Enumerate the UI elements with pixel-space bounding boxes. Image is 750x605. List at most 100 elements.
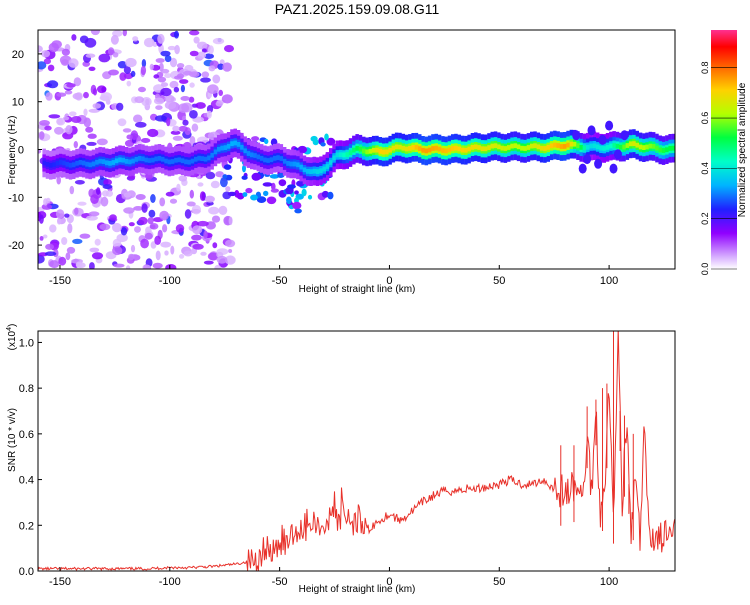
- noise-blob: [39, 214, 44, 224]
- noise-blob: [45, 92, 53, 101]
- ridge-cell: [203, 156, 208, 162]
- noise-blob: [159, 210, 169, 221]
- noise-blob: [47, 80, 59, 89]
- ridge-cell: [500, 145, 504, 151]
- transition-blob: [227, 191, 237, 197]
- ridge-cell: [424, 148, 429, 154]
- transition-blob: [324, 133, 329, 141]
- ridge-cell: [246, 151, 251, 156]
- noise-blob: [183, 250, 193, 257]
- ridge-cell: [638, 144, 643, 150]
- ridge-cell: [582, 145, 587, 151]
- noise-blob: [182, 119, 189, 126]
- noise-blob: [152, 262, 163, 269]
- noise-blob: [44, 125, 52, 131]
- ridge-cell: [381, 149, 386, 155]
- ridge-cell: [154, 156, 158, 162]
- transition-blob: [241, 175, 248, 180]
- noise-blob: [210, 180, 220, 189]
- ridge-cell: [665, 147, 669, 153]
- noise-blob: [162, 224, 168, 233]
- noise-blob: [189, 30, 200, 36]
- ridge-cell: [530, 143, 534, 149]
- noise-blob: [160, 50, 171, 57]
- ridge-cell: [292, 161, 297, 167]
- ridge-cell: [105, 160, 109, 166]
- ridge-cell: [589, 143, 593, 149]
- transition-blob: [251, 172, 261, 181]
- noise-blob: [144, 232, 153, 240]
- noise-blob: [189, 50, 199, 57]
- ridge-cell: [533, 143, 537, 149]
- transition-blob: [292, 201, 302, 210]
- noise-blob: [112, 246, 123, 256]
- noise-blob: [160, 82, 169, 87]
- noise-blob: [178, 125, 188, 132]
- ridge-cell: [451, 146, 455, 151]
- ridge-cell: [431, 146, 435, 151]
- noise-blob: [160, 241, 172, 248]
- y-tick-label: 0.2: [19, 520, 34, 532]
- ridge-cell: [157, 156, 162, 161]
- noise-blob: [49, 224, 57, 233]
- noise-blob: [108, 69, 119, 76]
- ridge-cell: [184, 159, 188, 165]
- ridge-cell: [632, 141, 636, 146]
- ridge-cell: [309, 169, 313, 174]
- ridge-cell: [118, 157, 122, 163]
- noise-blob: [54, 126, 64, 135]
- noise-blob: [224, 45, 234, 53]
- colorbar-tick-label: 0.2: [700, 212, 710, 225]
- ridge-cell: [599, 145, 603, 151]
- noise-blob: [153, 74, 160, 79]
- noise-blob: [222, 62, 232, 72]
- noise-blob: [170, 130, 181, 135]
- ridge-cell: [536, 144, 541, 150]
- noise-blob: [182, 70, 193, 76]
- ridge-cell: [480, 146, 485, 152]
- colorbar: 0.0 0.2 0.4 0.6 0.8 Normalized spectral ampl…: [700, 30, 748, 275]
- y-tick-label: 20: [12, 49, 24, 61]
- ridge-cell: [55, 160, 60, 166]
- noise-blob: [94, 238, 101, 246]
- snr-x-ticks: -150 -100 -50 0 50 100: [49, 567, 618, 588]
- ridge-cell: [447, 147, 452, 153]
- noise-blob: [117, 118, 127, 127]
- noise-blob: [141, 203, 148, 213]
- spectrogram-y-ticks: -20 -10 0 10 20: [8, 49, 42, 252]
- ridge-cell: [174, 157, 178, 163]
- noise-blob: [61, 237, 68, 245]
- ridge-cell: [230, 141, 234, 147]
- y-tick-label: 0: [18, 145, 24, 157]
- ridge-cell: [418, 146, 422, 151]
- snr-scale-multiplier: (x104): [6, 324, 18, 351]
- ridge-cell: [503, 146, 508, 151]
- noise-blob: [203, 230, 208, 240]
- transition-blob: [269, 174, 280, 179]
- noise-blob: [96, 138, 108, 146]
- ridge-cell: [539, 145, 544, 151]
- ridge-cell: [348, 150, 353, 155]
- noise-blob: [169, 57, 178, 68]
- noise-blob: [166, 117, 171, 127]
- noise-blob: [133, 114, 143, 123]
- ridge-cell: [513, 143, 518, 149]
- spectrogram-marks: [38, 30, 675, 269]
- noise-blob: [85, 53, 96, 58]
- noise-blob: [116, 102, 124, 111]
- ridge-cell: [68, 162, 73, 168]
- snr-panel: -150 -100 -50 0 50 100 0.0 0.2 0.4 0.6 0.8 1.0 Hei…: [6, 324, 676, 595]
- noise-blob: [179, 79, 189, 84]
- transition-blob: [263, 190, 269, 197]
- noise-blob: [96, 187, 101, 195]
- noise-blob: [71, 34, 77, 41]
- noise-blob: [207, 45, 214, 55]
- noise-blob: [69, 111, 77, 117]
- noise-blob: [73, 77, 82, 87]
- noise-blob: [212, 242, 218, 249]
- noise-blob: [205, 171, 216, 180]
- ridge-cell: [329, 160, 333, 165]
- noise-blob: [64, 213, 70, 218]
- noise-blob: [204, 53, 214, 59]
- ridge-cell: [253, 153, 257, 158]
